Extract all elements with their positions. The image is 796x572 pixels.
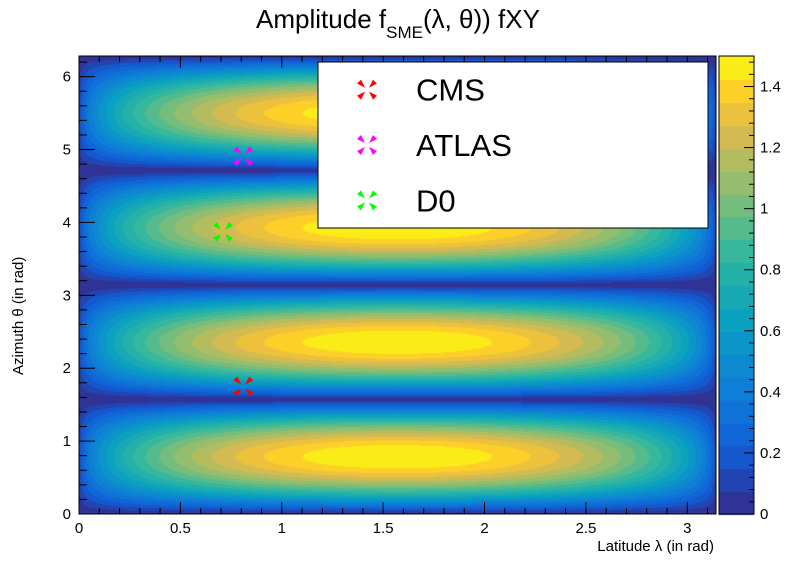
colorbar-tick-label: 0.4 xyxy=(760,384,781,401)
plot-frame xyxy=(78,55,717,515)
colorbar-tick-label: 1.4 xyxy=(760,79,781,96)
legend-box xyxy=(317,61,709,229)
x-tick-label: 1 xyxy=(278,520,286,537)
x-tick-label: 2 xyxy=(480,520,488,537)
y-tick-label: 0 xyxy=(63,506,71,523)
y-tick-label: 2 xyxy=(63,360,71,377)
legend-marker-atlas xyxy=(357,135,377,155)
y-tick-label: 5 xyxy=(63,142,71,159)
colorbar-tick-label: 1 xyxy=(760,201,768,218)
colorbar-tick-label: 0.2 xyxy=(760,445,781,462)
x-tick-label: 1.5 xyxy=(373,520,394,537)
data-point-d0 xyxy=(212,221,233,242)
data-point-atlas xyxy=(233,146,254,167)
legend-label-d0: D0 xyxy=(416,183,456,218)
chart-title: Amplitude fSME(λ, θ)) fXY xyxy=(256,4,540,42)
y-tick-label: 6 xyxy=(63,69,71,86)
legend-label-atlas: ATLAS xyxy=(416,128,512,163)
legend-label-cms: CMS xyxy=(416,73,485,108)
colorbar-tick-label: 0 xyxy=(760,506,768,523)
x-axis-label: Latitude λ (in rad) xyxy=(597,538,714,555)
data-point-cms xyxy=(233,376,254,397)
y-tick-label: 1 xyxy=(63,433,71,450)
y-tick-label: 4 xyxy=(63,214,71,231)
colorbar-tick-label: 0.8 xyxy=(760,262,781,279)
legend-marker-d0 xyxy=(357,190,377,211)
colorbar-tick-label: 0.6 xyxy=(760,323,781,340)
x-tick-label: 0 xyxy=(75,520,83,537)
x-tick-label: 3 xyxy=(683,520,691,537)
x-tick-label: 0.5 xyxy=(170,520,191,537)
colorbar-frame xyxy=(718,55,755,515)
x-tick-label: 2.5 xyxy=(575,520,596,537)
legend-marker-cms xyxy=(357,79,377,100)
colorbar-tick-label: 1.2 xyxy=(760,140,781,157)
y-tick-label: 3 xyxy=(63,287,71,304)
